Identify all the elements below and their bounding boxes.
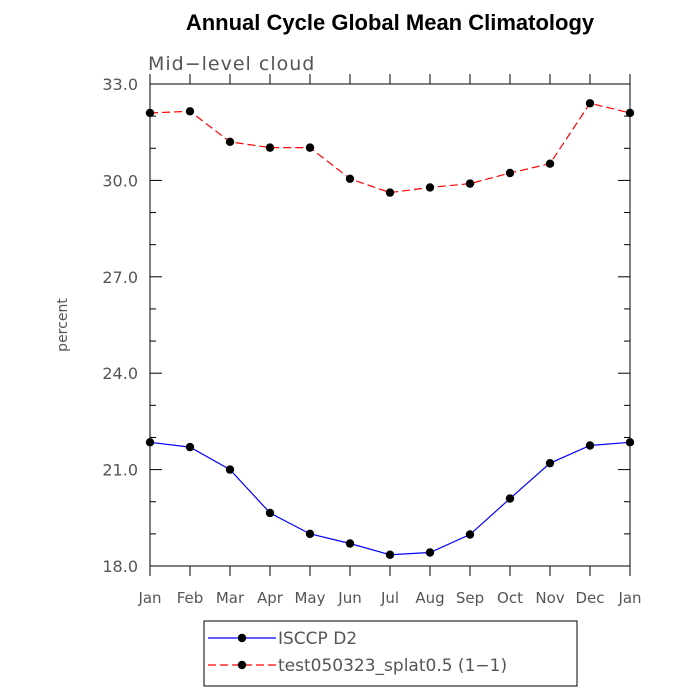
data-point [385, 550, 395, 559]
x-tick-label: Oct [497, 589, 523, 607]
legend-marker [237, 633, 247, 643]
x-tick-label: Jan [137, 589, 161, 607]
data-point [305, 143, 315, 152]
x-tick-label: Nov [535, 589, 564, 607]
data-point [145, 438, 155, 447]
legend-label: ISCCP D2 [278, 629, 357, 649]
series-1 [145, 438, 635, 559]
data-point [625, 108, 635, 118]
data-point [545, 159, 555, 168]
legend-entry-2: test050323_splat0.5 (1−1) [208, 656, 507, 676]
y-axis: 18.0 21.0 24.0 27.0 30.0 33.0 [102, 75, 630, 576]
data-point [425, 548, 435, 557]
data-point [385, 188, 395, 197]
legend-label: test050323_splat0.5 (1−1) [278, 656, 507, 676]
data-point [625, 438, 635, 447]
data-point [265, 143, 275, 152]
legend-marker [237, 660, 247, 670]
x-tick-label: Mar [216, 589, 245, 607]
x-tick-label: Sep [456, 589, 484, 607]
x-tick-label: Apr [257, 589, 284, 607]
data-point [345, 539, 355, 548]
x-tick-label: Jul [380, 589, 399, 607]
plot-frame [149, 83, 631, 567]
y-tick-label: 18.0 [102, 557, 138, 576]
legend-entry-1: ISCCP D2 [208, 629, 357, 649]
y-tick-label: 30.0 [102, 171, 138, 190]
data-point [145, 108, 155, 118]
series-line [149, 441, 631, 556]
data-point [185, 107, 195, 116]
x-axis: Jan Feb Mar Apr May Jun Jul Aug Sep Oct Nov Dec Jan [137, 74, 642, 607]
chart-subtitle: Mid−level cloud [148, 53, 315, 75]
data-point [185, 442, 195, 452]
x-tick-label: May [294, 589, 325, 607]
legend-box [203, 620, 578, 687]
data-point [225, 465, 235, 474]
y-tick-label: 27.0 [102, 268, 138, 287]
data-point [225, 137, 235, 147]
legend-entries: ISCCP D2 test050323_splat0.5 (1−1) [208, 629, 507, 676]
x-tick-label: Aug [415, 589, 444, 607]
y-tick-label: 33.0 [102, 75, 138, 94]
data-point [505, 494, 515, 503]
x-tick-label: Jun [337, 589, 361, 607]
y-tick-label: 21.0 [102, 461, 138, 480]
data-point [425, 183, 435, 192]
data-point [345, 174, 355, 183]
data-point [545, 458, 555, 468]
x-tick-label: Jan [617, 589, 641, 607]
y-tick-label: 24.0 [102, 364, 138, 383]
data-point [585, 99, 595, 108]
y-axis-label: percent [55, 298, 71, 352]
series-group [145, 99, 635, 559]
data-point [305, 529, 315, 539]
chart-title: Annual Cycle Global Mean Climatology [186, 10, 595, 35]
legend: ISCCP D2 test050323_splat0.5 (1−1) [203, 620, 578, 687]
x-tick-label: Dec [575, 589, 604, 607]
data-point [465, 179, 475, 188]
x-tick-label: Feb [177, 589, 204, 607]
data-point [465, 530, 475, 539]
series-line [149, 102, 631, 194]
series-2 [145, 99, 635, 197]
data-point [585, 441, 595, 450]
data-point [505, 168, 515, 178]
data-point [265, 508, 275, 518]
